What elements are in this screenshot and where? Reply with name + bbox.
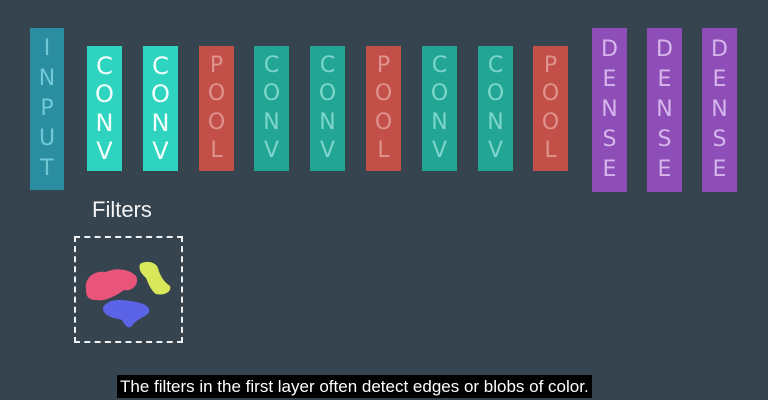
blue-blob (102, 300, 150, 328)
layer-letter: E (712, 67, 727, 92)
layer-letter: E (657, 67, 672, 92)
layer-letter: D (711, 37, 728, 62)
layer-letter: S (602, 127, 617, 152)
layer-letter: V (319, 137, 336, 163)
layer-letter: P (376, 53, 391, 78)
layer-letter: C (431, 53, 448, 78)
layer-letter: O (207, 81, 226, 107)
layer-letter: T (40, 156, 54, 181)
layer-letter: I (43, 36, 51, 61)
layer-letter: O (541, 109, 560, 135)
layer-letter: O (207, 109, 226, 135)
layer-letter: O (430, 81, 449, 107)
layer-letter: P (209, 53, 224, 78)
layer-letter: N (95, 108, 114, 137)
layer-letter: U (38, 126, 56, 151)
layer-letter: N (487, 109, 504, 135)
layer-letter: V (487, 137, 504, 163)
layer-letter: L (544, 137, 557, 163)
layer-letter: V (263, 137, 280, 163)
layer-letter: L (377, 137, 390, 163)
layer-letter: D (601, 37, 618, 62)
layer-letter: C (152, 52, 169, 80)
layer-letter: O (374, 109, 393, 135)
layer-letter: N (431, 109, 448, 135)
layer-letter: O (486, 81, 505, 107)
layer-letter: C (96, 52, 113, 80)
layer-letter: N (601, 97, 618, 122)
layer-letter: E (602, 67, 617, 92)
layer-letter: O (95, 80, 114, 109)
layer-letter: D (656, 37, 673, 62)
layer-letter: E (657, 157, 672, 182)
layer-letter: V (431, 137, 448, 163)
layer-letter: N (151, 108, 170, 137)
layer-letter: E (602, 157, 617, 182)
layer-letter: C (487, 53, 504, 78)
filters-label: Filters (92, 197, 152, 222)
layer-letter: L (210, 137, 223, 163)
filter-visualization-box (74, 236, 183, 343)
layer-letter: O (318, 81, 337, 107)
layer-letter: V (96, 136, 113, 165)
layer-letter: P (543, 53, 558, 78)
layer-letter: P (40, 96, 54, 121)
pink-blob (85, 269, 138, 301)
layer-letter: O (262, 81, 281, 107)
layer-letter: S (712, 127, 727, 152)
layer-letter: N (263, 109, 280, 135)
filter-blobs (85, 261, 171, 328)
yellow-blob (139, 261, 171, 295)
layer-letter: N (656, 97, 673, 122)
layer-letter: O (374, 81, 393, 107)
layer-letter: C (263, 53, 280, 78)
layer-letter: S (657, 127, 672, 152)
subtitle-caption: The filters in the first layer often det… (117, 375, 592, 398)
layer-letter: N (38, 66, 56, 91)
layer-letter: N (319, 109, 336, 135)
layer-letter: E (712, 157, 727, 182)
layer-letter: O (151, 80, 170, 109)
layer-letter: N (711, 97, 728, 122)
layer-letter: O (541, 81, 560, 107)
layer-letter: V (152, 136, 169, 165)
layer-letter: C (319, 53, 336, 78)
